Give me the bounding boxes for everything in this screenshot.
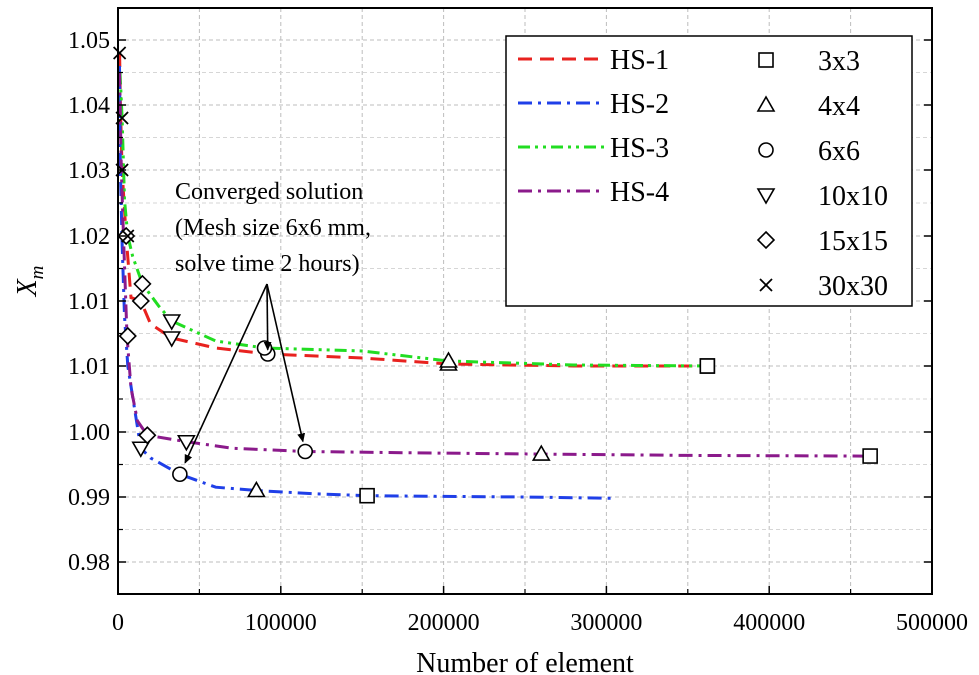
annotation-line-3: solve time 2 hours): [175, 251, 360, 277]
y-axis-title-main: X: [12, 278, 43, 297]
marker-cross-stroke: [759, 278, 773, 292]
legend-label-hs-2: HS-2: [610, 89, 669, 120]
marker-square: [699, 358, 716, 374]
annotation-arrow: [266, 283, 306, 443]
y-tick-label: 0.98: [68, 550, 110, 576]
y-axis-title-subscript: m: [27, 266, 48, 280]
marker-triangle-up: [439, 351, 458, 368]
marker-circle: [256, 340, 273, 356]
y-tick-label: 1.05: [68, 28, 110, 54]
annotation-arrow: [263, 283, 272, 351]
marker-cross-stroke: [112, 46, 127, 60]
legend-label-3x3: 3x3: [818, 46, 860, 77]
tick-layer: 0 100000 200000 300000 400000 500000 0.98 0.99 1…: [68, 28, 968, 636]
marker-triangle-down: [176, 434, 196, 452]
marker-square: [359, 487, 375, 504]
x-tick-label: 200000: [408, 610, 480, 636]
x-tick-label: 500000: [896, 610, 968, 636]
annotation-line-2: (Mesh size 6x6 mm,: [175, 215, 371, 241]
marker-triangle-up: [531, 444, 551, 461]
y-tick-label: 0.99: [68, 485, 110, 511]
legend-label-30x30: 30x30: [818, 271, 888, 302]
legend-label-6x6: 6x6: [818, 136, 860, 167]
annotation: Converged solution (Mesh size 6x6 mm, so…: [175, 179, 371, 464]
legend-label-4x4: 4x4: [818, 91, 860, 122]
series-line-hs-4: [118, 72, 871, 458]
series-layer: [118, 52, 871, 500]
y-tick-label: 1.02: [68, 224, 110, 250]
y-tick-label: 1.01: [68, 354, 110, 380]
marker-circle: [758, 142, 774, 158]
marker-layer: [112, 46, 878, 504]
y-tick-label: 1.03: [68, 158, 110, 184]
annotation-arrow: [184, 283, 268, 464]
marker-cross-stroke: [121, 229, 135, 243]
y-tick-label: 1.01: [68, 289, 110, 315]
marker-cross: [121, 229, 135, 243]
annotation-line-1: Converged solution: [175, 179, 363, 205]
legend-label-10x10: 10x10: [818, 181, 888, 212]
marker-circle: [172, 466, 188, 483]
y-tick-label: 1.00: [68, 420, 110, 446]
marker-cross: [112, 46, 127, 60]
series-line-hs-1: [118, 52, 708, 368]
y-tick-label: 1.04: [68, 93, 110, 119]
marker-diamond: [118, 326, 137, 346]
marker-diamond: [138, 426, 157, 445]
x-tick-label: 100000: [245, 610, 317, 636]
y-axis-title: Xm: [12, 266, 48, 298]
legend-box: [505, 35, 913, 307]
marker-triangle-up: [247, 480, 266, 498]
marker-triangle-down: [756, 188, 776, 205]
marker-cross: [759, 278, 773, 292]
marker-triangle-down: [131, 441, 151, 458]
legend-label-hs-1: HS-1: [610, 45, 669, 76]
marker-triangle-up: [756, 95, 776, 112]
legend-label-hs-3: HS-3: [610, 133, 669, 164]
series-line-hs-2: [118, 65, 615, 500]
marker-square: [862, 448, 878, 464]
legend-label-15x15: 15x15: [818, 226, 888, 257]
legend-label-hs-4: HS-4: [610, 177, 669, 208]
marker-square: [758, 52, 774, 68]
legend: HS-1 HS-2 HS-3 HS-4 3x3 4x4 6x6 10x10 15x15 30x30: [505, 35, 913, 307]
marker-circle: [297, 443, 314, 460]
x-tick-label: 400000: [733, 610, 805, 636]
marker-diamond: [131, 291, 150, 311]
x-axis-title: Number of element: [416, 648, 634, 675]
marker-diamond: [133, 274, 152, 294]
marker-triangle-down: [162, 314, 182, 331]
x-tick-label: 300000: [570, 610, 642, 636]
marker-triangle-down: [162, 331, 182, 348]
series-line-hs-3: [118, 72, 708, 368]
marker-diamond: [756, 230, 776, 250]
x-tick-label: 0: [112, 610, 124, 636]
